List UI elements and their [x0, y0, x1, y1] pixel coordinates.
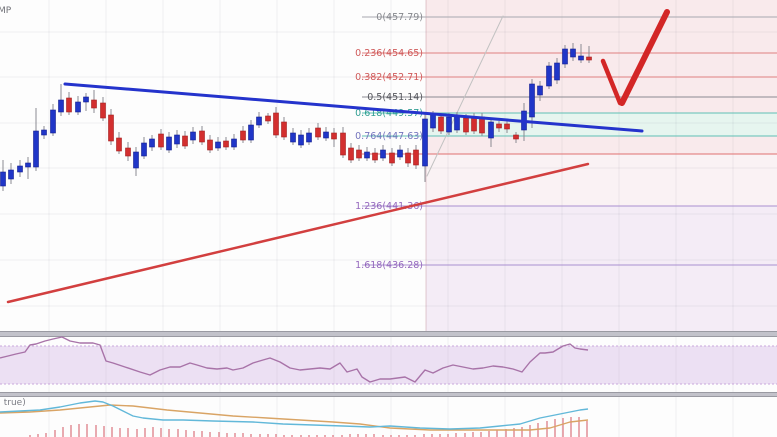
- candlestick: [166, 136, 172, 151]
- candlestick: [315, 127, 321, 138]
- candlestick: [463, 117, 469, 133]
- rsi-line: [0, 336, 589, 383]
- blue-trendline: [63, 82, 644, 133]
- support-trendline: [6, 162, 590, 304]
- candlestick: [174, 134, 180, 145]
- fib-level-label: 0.236(454.65): [355, 48, 423, 59]
- fib-zone-band: [426, 154, 777, 206]
- panel-separator: [0, 392, 777, 397]
- macd-line: [0, 400, 589, 430]
- candlestick: [215, 141, 221, 149]
- candlestick: [586, 56, 592, 61]
- candlestick: [133, 151, 139, 169]
- candlestick: [66, 97, 72, 113]
- candlestick: [83, 96, 89, 103]
- fib-level-label: 0(457.79): [376, 12, 423, 23]
- candlestick: [562, 48, 568, 65]
- candlestick: [504, 123, 510, 130]
- ticker-label-fragment: MP: [0, 6, 12, 16]
- candlestick: [488, 121, 494, 139]
- candlestick: [0, 171, 6, 187]
- candlestick: [570, 48, 576, 58]
- candlestick: [248, 124, 254, 141]
- candlestick: [100, 102, 106, 119]
- fib-level-label: 0.5(451.14): [367, 92, 423, 103]
- fib-zone-band: [426, 113, 777, 136]
- candlestick: [158, 133, 164, 148]
- candlestick: [116, 137, 122, 152]
- candlestick: [231, 138, 237, 148]
- candlestick: [356, 149, 362, 159]
- candlestick: [33, 130, 39, 168]
- v-arrow-stroke: [600, 58, 623, 106]
- candlestick: [91, 99, 97, 109]
- fib-connector: [426, 15, 504, 177]
- candlestick: [413, 149, 419, 166]
- candlestick: [58, 99, 64, 113]
- candlestick: [8, 169, 14, 180]
- candlestick: [496, 123, 502, 129]
- candlestick: [397, 149, 403, 158]
- candlestick: [50, 109, 56, 134]
- fib-level-label: 0.764(447.63): [355, 131, 423, 142]
- candlestick: [372, 152, 378, 161]
- candlestick: [141, 142, 147, 157]
- candlestick: [405, 152, 411, 164]
- panel-separator: [0, 331, 777, 337]
- fib-zone-band: [426, 206, 777, 331]
- candlestick: [454, 115, 460, 131]
- candlestick: [149, 138, 155, 148]
- candlestick: [389, 152, 395, 164]
- candlestick: [578, 55, 584, 61]
- candlestick: [471, 116, 477, 132]
- candlestick: [265, 115, 271, 122]
- candlestick: [364, 151, 370, 159]
- candlestick: [108, 114, 114, 142]
- candlestick: [182, 135, 188, 147]
- fib-level-label: 0.618(449.57): [355, 108, 423, 119]
- candlestick: [190, 131, 196, 141]
- candlestick: [422, 118, 428, 167]
- fib-level-label: 1.236(441.36): [355, 201, 423, 212]
- candlestick: [546, 65, 552, 87]
- candlestick: [256, 116, 262, 126]
- candlestick: [207, 139, 213, 151]
- candlestick: [25, 162, 31, 168]
- candlestick: [240, 130, 246, 141]
- candlestick: [340, 132, 346, 156]
- candlestick: [380, 149, 386, 159]
- candlestick: [223, 140, 229, 148]
- fib-level-label: 0.382(452.71): [355, 72, 423, 83]
- candlestick: [306, 132, 312, 143]
- candlestick: [17, 165, 23, 173]
- candlestick: [75, 101, 81, 113]
- candlestick: [331, 132, 337, 140]
- candlestick: [529, 83, 535, 118]
- candlestick: [537, 85, 543, 96]
- candlestick: [273, 112, 279, 136]
- candlestick: [199, 130, 205, 143]
- candlestick: [281, 121, 287, 138]
- v-arrow-stroke: [619, 9, 670, 106]
- candlestick: [298, 134, 304, 146]
- candlestick: [513, 134, 519, 140]
- candlestick: [125, 147, 131, 157]
- candlestick: [348, 147, 354, 161]
- candlestick: [430, 114, 436, 129]
- candlestick: [290, 132, 296, 143]
- candlestick: [438, 116, 444, 132]
- candlestick: [323, 131, 329, 139]
- candlestick: [554, 62, 560, 81]
- candlestick: [446, 116, 452, 133]
- rsi-band: [0, 346, 777, 384]
- fib-level-label: 1.618(436.28): [355, 260, 423, 271]
- macd-signal-line: [0, 404, 589, 431]
- macd-settings-label-fragment: , true): [0, 398, 26, 408]
- candlestick: [41, 129, 47, 136]
